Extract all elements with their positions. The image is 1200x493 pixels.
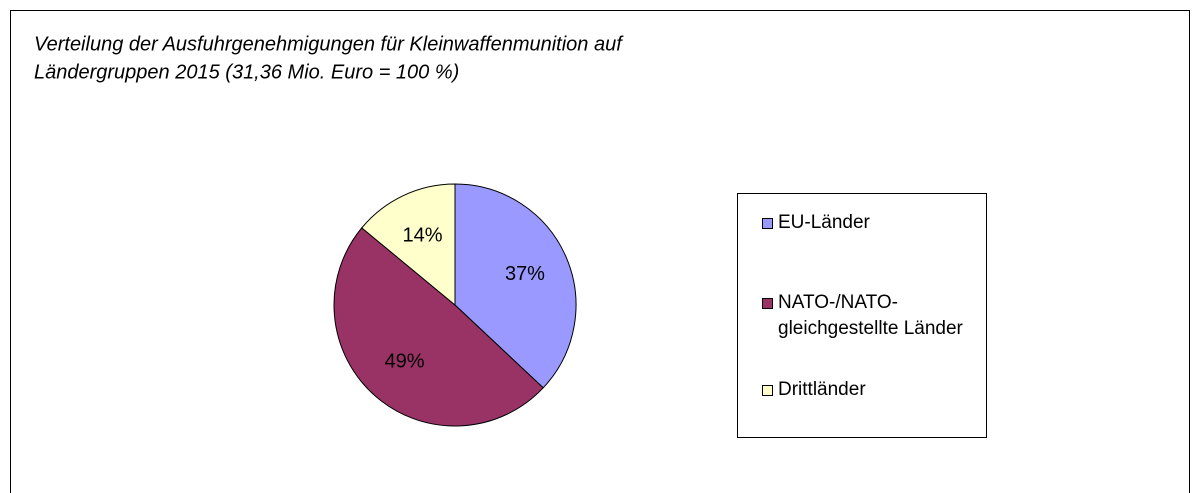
pie-slice	[454, 183, 577, 389]
legend-swatch	[762, 218, 773, 229]
legend-swatch	[762, 385, 773, 396]
chart-title: Ländergruppen 2015 (31,36 Mio. Euro = 10…	[34, 61, 459, 83]
legend-swatch	[762, 298, 773, 309]
legend-label: NATO-/NATO-gleichgestellte Länder	[778, 292, 963, 339]
data-label: 37%	[505, 263, 545, 285]
pie-slice	[361, 183, 456, 307]
legend-label: Drittländer	[778, 379, 866, 400]
chart-title: Verteilung der Ausfuhrgenehmigungen für …	[34, 33, 624, 55]
legend: EU-Länder NATO-/NATO-gleichgestellte Länd…	[737, 193, 987, 438]
legend-item: NATO-/NATO-gleichgestellte Länder	[762, 290, 1000, 342]
legend-item: Drittländer	[762, 377, 1000, 403]
data-label: 49%	[385, 350, 425, 372]
pie-slice	[333, 227, 544, 427]
data-label: 14%	[403, 224, 443, 246]
legend-item: EU-Länder	[762, 210, 1000, 236]
legend-label: EU-Länder	[778, 212, 870, 233]
